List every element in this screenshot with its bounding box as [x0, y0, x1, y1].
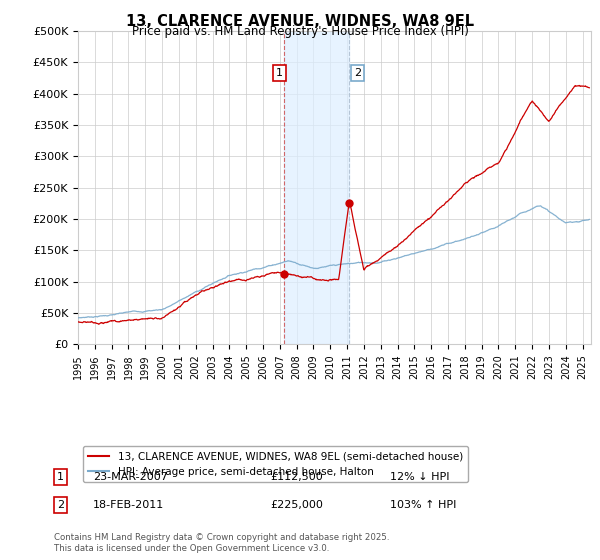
- Text: £225,000: £225,000: [270, 500, 323, 510]
- Text: 18-FEB-2011: 18-FEB-2011: [93, 500, 164, 510]
- Text: 1: 1: [57, 472, 64, 482]
- Bar: [284, 31, 349, 344]
- Legend: 13, CLARENCE AVENUE, WIDNES, WA8 9EL (semi-detached house), HPI: Average price, : 13, CLARENCE AVENUE, WIDNES, WA8 9EL (se…: [83, 446, 468, 482]
- Text: Contains HM Land Registry data © Crown copyright and database right 2025.
This d: Contains HM Land Registry data © Crown c…: [54, 533, 389, 553]
- Text: 1: 1: [276, 68, 283, 78]
- Text: 2: 2: [57, 500, 64, 510]
- Text: 13, CLARENCE AVENUE, WIDNES, WA8 9EL: 13, CLARENCE AVENUE, WIDNES, WA8 9EL: [126, 14, 474, 29]
- Text: Price paid vs. HM Land Registry's House Price Index (HPI): Price paid vs. HM Land Registry's House …: [131, 25, 469, 38]
- Text: £112,500: £112,500: [270, 472, 323, 482]
- Text: 103% ↑ HPI: 103% ↑ HPI: [390, 500, 457, 510]
- Text: 12% ↓ HPI: 12% ↓ HPI: [390, 472, 449, 482]
- Text: 2: 2: [354, 68, 361, 78]
- Text: 23-MAR-2007: 23-MAR-2007: [93, 472, 168, 482]
